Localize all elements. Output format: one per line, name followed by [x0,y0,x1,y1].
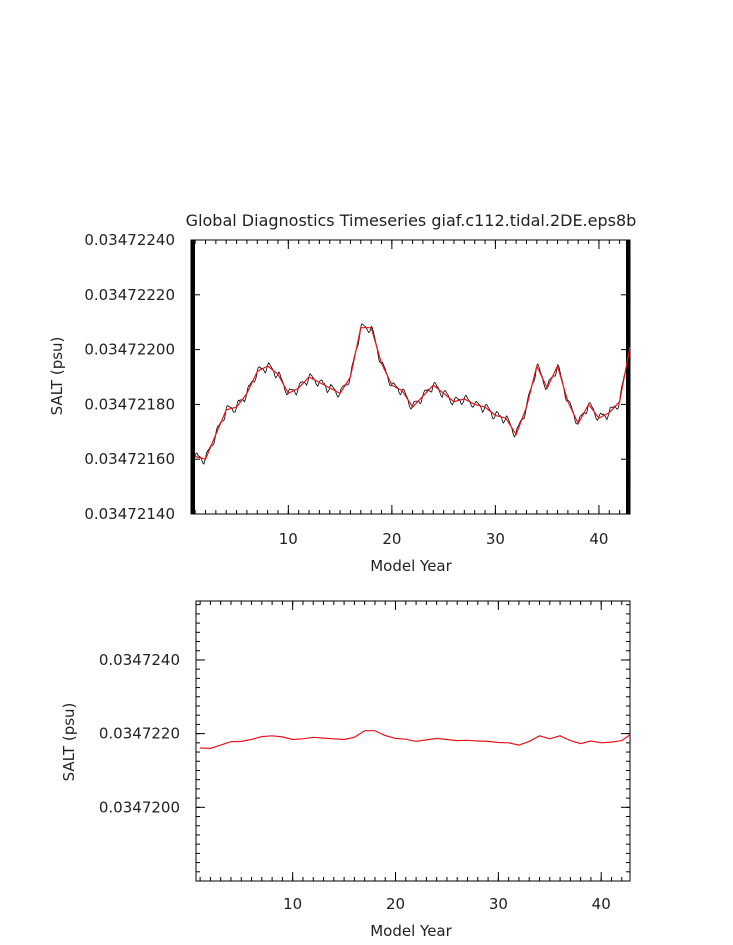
plot-frame [195,600,631,882]
y-tick-label: 0.0347200 [99,798,180,816]
y-tick-label: 0.03472200 [84,341,175,359]
x-tick-label: 40 [589,530,608,548]
y-tick-label: 0.0347220 [99,725,180,743]
y-tick-label: 0.03472240 [84,231,175,249]
annual-mean-line [194,327,630,460]
y-tick-label: 0.03472140 [84,505,175,523]
y-tick-label: 0.03472180 [84,395,175,413]
x-tick-label: 20 [386,895,405,913]
x-tick-label: 10 [279,530,298,548]
top-chart: Global Diagnostics Timeseries giaf.c112.… [48,211,636,575]
y-tick-label: 0.03472160 [84,450,175,468]
y-tick-label: 0.0347240 [99,651,180,669]
y-tick-label: 0.03472220 [84,286,175,304]
x-tick-label: 20 [382,530,401,548]
x-tick-label: 10 [283,895,302,913]
x-tick-label: 30 [486,530,505,548]
bottom-chart: Model Year SALT (psu) 10 20 30 40 0.0347200 0… [60,600,631,940]
plot-frame [190,239,631,515]
monthly-series-line [191,323,629,465]
annual-mean-line [200,730,630,750]
x-tick-label: 40 [592,895,611,913]
x-axis-label: Model Year [370,557,452,575]
x-axis-label: Model Year [370,922,452,940]
x-tick-label: 30 [489,895,508,913]
y-axis-label: SALT (psu) [60,703,78,782]
y-axis-label: SALT (psu) [48,337,66,416]
chart-title: Global Diagnostics Timeseries giaf.c112.… [186,211,637,230]
